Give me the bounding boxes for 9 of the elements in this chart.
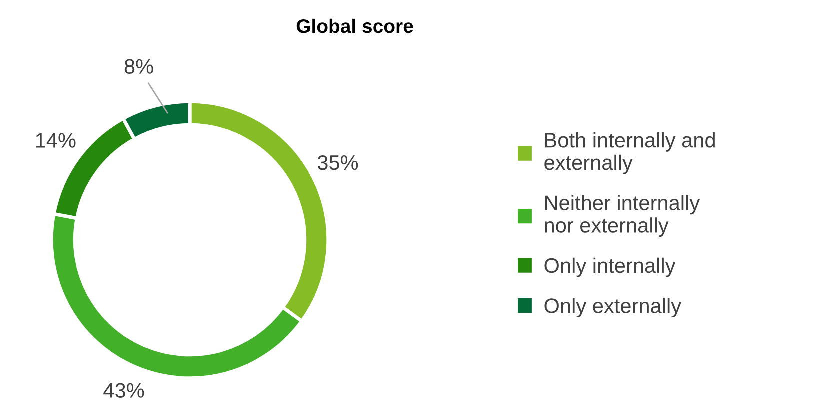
data-label: 14% <box>36 133 76 148</box>
data-label: 35% <box>318 155 358 170</box>
legend-label: Only externally <box>544 298 682 318</box>
legend-label: Only internally <box>544 258 676 278</box>
data-label: 8% <box>124 59 154 74</box>
data-label: 43% <box>104 383 144 398</box>
chart-title: Global score <box>296 18 414 34</box>
legend-label: Neither internally nor externally <box>545 195 700 238</box>
legend-label: Both internally and externally <box>544 132 715 174</box>
